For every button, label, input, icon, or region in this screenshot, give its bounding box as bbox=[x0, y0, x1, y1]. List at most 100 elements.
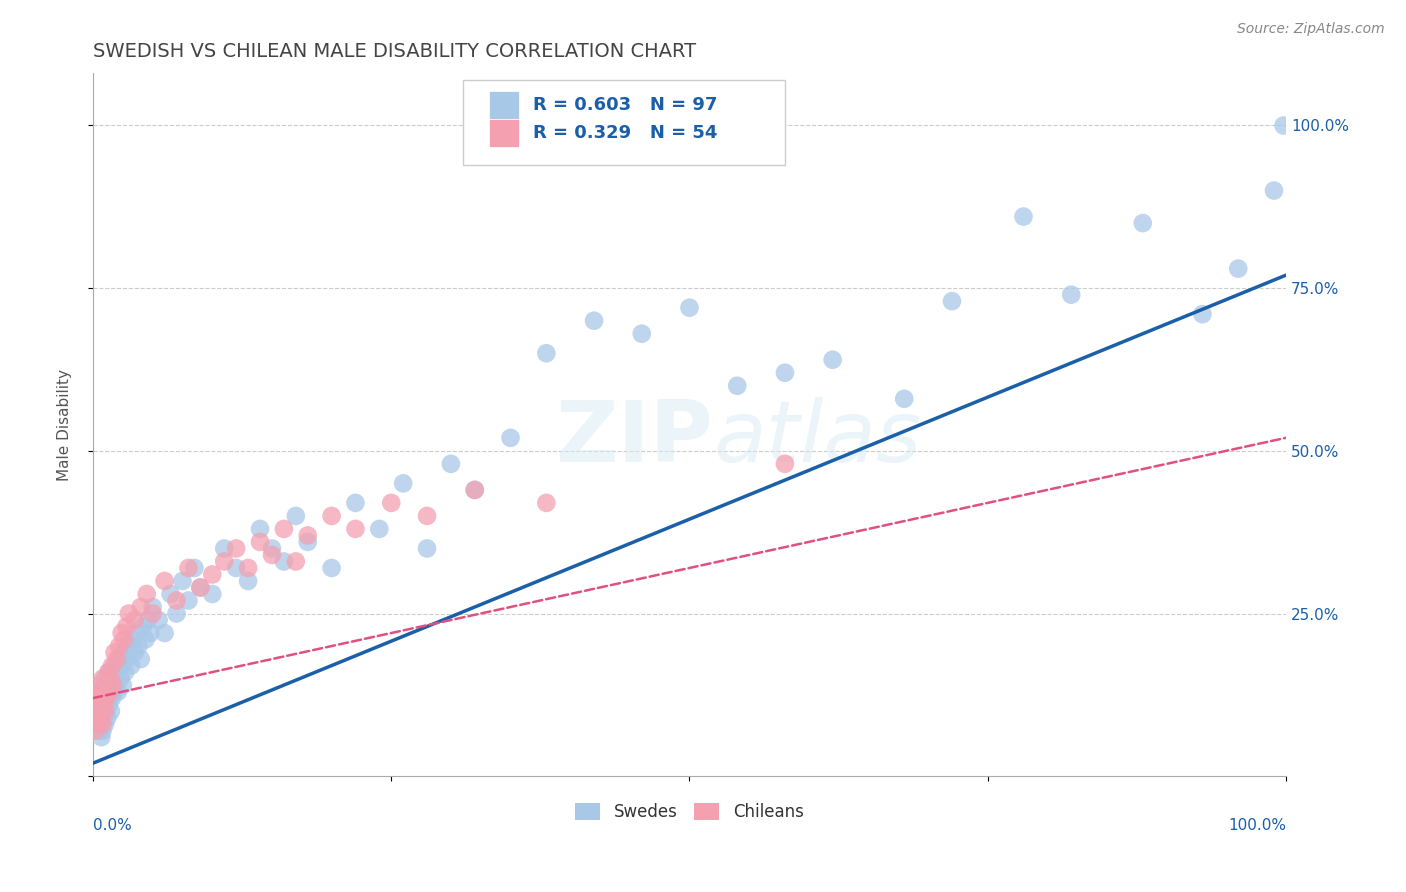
Point bbox=[183, 561, 205, 575]
Point bbox=[416, 508, 439, 523]
Point bbox=[139, 626, 162, 640]
Point bbox=[177, 561, 200, 575]
Point bbox=[103, 646, 125, 660]
Point bbox=[94, 691, 117, 706]
Text: Source: ZipAtlas.com: Source: ZipAtlas.com bbox=[1237, 22, 1385, 37]
Point bbox=[98, 691, 121, 706]
Point bbox=[86, 691, 108, 706]
Point bbox=[153, 574, 176, 588]
Point bbox=[142, 607, 165, 621]
Point bbox=[212, 554, 235, 568]
Point bbox=[201, 587, 224, 601]
Point bbox=[201, 567, 224, 582]
Point bbox=[344, 522, 367, 536]
Point bbox=[93, 698, 115, 712]
Point bbox=[97, 665, 120, 679]
Point bbox=[91, 672, 114, 686]
Point bbox=[103, 684, 125, 698]
Point bbox=[118, 607, 141, 621]
Point bbox=[89, 717, 111, 731]
Point bbox=[273, 522, 295, 536]
Point bbox=[1012, 210, 1035, 224]
Point bbox=[104, 678, 127, 692]
Point bbox=[321, 561, 343, 575]
Point bbox=[94, 672, 117, 686]
Point bbox=[344, 496, 367, 510]
Point bbox=[368, 522, 391, 536]
Point bbox=[284, 508, 307, 523]
Point bbox=[440, 457, 463, 471]
Point bbox=[118, 639, 141, 653]
Point bbox=[172, 574, 194, 588]
Point bbox=[111, 626, 134, 640]
Point bbox=[93, 711, 115, 725]
Point bbox=[260, 541, 283, 556]
Point bbox=[97, 665, 120, 679]
Point bbox=[89, 711, 111, 725]
Point bbox=[87, 723, 110, 738]
Point bbox=[536, 496, 558, 510]
Point bbox=[108, 652, 131, 666]
Point bbox=[96, 678, 118, 692]
Point bbox=[91, 717, 114, 731]
Point bbox=[177, 593, 200, 607]
Point bbox=[212, 541, 235, 556]
FancyBboxPatch shape bbox=[489, 91, 519, 120]
Point bbox=[103, 658, 125, 673]
Point bbox=[392, 476, 415, 491]
Point bbox=[100, 704, 122, 718]
Text: ZIP: ZIP bbox=[555, 397, 713, 481]
Point bbox=[893, 392, 915, 406]
Point bbox=[91, 684, 114, 698]
FancyBboxPatch shape bbox=[489, 120, 519, 147]
Point bbox=[121, 632, 143, 647]
Point bbox=[90, 711, 112, 725]
Point bbox=[84, 704, 107, 718]
Point bbox=[89, 698, 111, 712]
Point bbox=[499, 431, 522, 445]
Point bbox=[236, 561, 259, 575]
Point bbox=[96, 711, 118, 725]
Point bbox=[135, 587, 157, 601]
Point bbox=[190, 581, 212, 595]
Point bbox=[120, 658, 142, 673]
Point bbox=[87, 684, 110, 698]
Point bbox=[94, 704, 117, 718]
Point bbox=[94, 704, 117, 718]
Point bbox=[464, 483, 486, 497]
Point bbox=[89, 678, 111, 692]
Point bbox=[821, 352, 844, 367]
Point bbox=[1263, 184, 1285, 198]
Point bbox=[101, 691, 124, 706]
Point bbox=[90, 704, 112, 718]
Point bbox=[134, 632, 156, 647]
Y-axis label: Male Disability: Male Disability bbox=[58, 368, 72, 481]
Point bbox=[153, 626, 176, 640]
Point bbox=[416, 541, 439, 556]
Point bbox=[86, 711, 108, 725]
Point bbox=[129, 652, 152, 666]
Point bbox=[91, 704, 114, 718]
Point bbox=[84, 723, 107, 738]
Point bbox=[100, 678, 122, 692]
Point bbox=[297, 528, 319, 542]
Point bbox=[1272, 119, 1295, 133]
Point bbox=[87, 704, 110, 718]
Point bbox=[103, 678, 125, 692]
Text: 100.0%: 100.0% bbox=[1227, 818, 1286, 833]
Point bbox=[380, 496, 402, 510]
Point bbox=[115, 619, 138, 633]
Point bbox=[98, 684, 121, 698]
Point bbox=[225, 561, 247, 575]
Point bbox=[941, 294, 963, 309]
Point bbox=[129, 599, 152, 614]
Point bbox=[132, 619, 155, 633]
Point bbox=[86, 717, 108, 731]
Point bbox=[107, 684, 129, 698]
Point bbox=[124, 613, 146, 627]
Point bbox=[159, 587, 181, 601]
Point bbox=[321, 508, 343, 523]
Text: 0.0%: 0.0% bbox=[93, 818, 132, 833]
Point bbox=[773, 366, 796, 380]
Point bbox=[87, 704, 110, 718]
